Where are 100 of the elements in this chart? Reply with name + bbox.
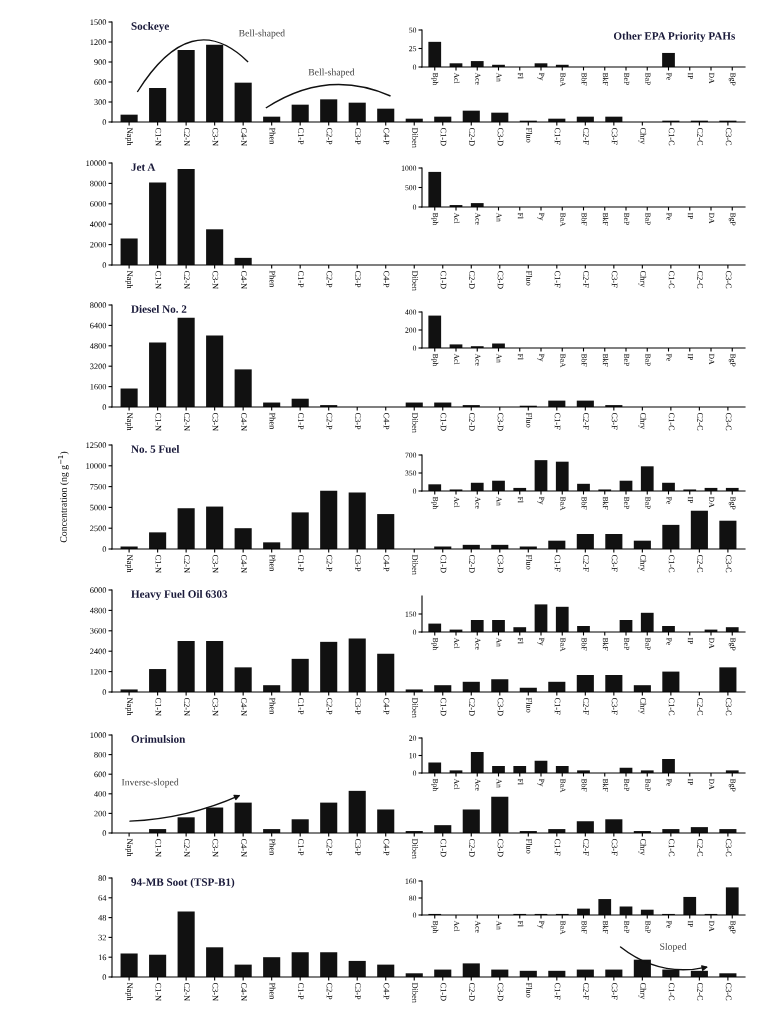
x-tick-label: C3-P: [355, 838, 361, 856]
x-tick-label: C1-F: [554, 270, 561, 288]
y-tick-label: 0: [102, 262, 107, 268]
y-tick-label: 600: [94, 79, 107, 85]
x-tick-label: Naph: [125, 554, 133, 573]
y-tick-label: 8000: [90, 302, 107, 308]
x-tick-label: C3-N: [212, 982, 219, 1001]
x-tick-label: Naph: [125, 838, 133, 857]
x-tick-label: Fluo: [526, 838, 533, 854]
x-tick-label: C3-F: [611, 554, 618, 572]
x-tick-label: C1-D: [440, 270, 447, 289]
x-tick-label: C2-C: [697, 697, 703, 716]
x-tick-label: C4-N: [241, 127, 247, 146]
chart-title: Jet A: [131, 163, 156, 171]
x-tick-label: C2-P: [326, 982, 333, 1000]
y-tick-label: 6000: [90, 587, 107, 593]
x-tick-label: C3-P: [355, 270, 361, 288]
y-tick-label: 600: [94, 771, 107, 778]
x-tick-label: C2-C: [697, 127, 703, 146]
x-tick-label: C2-D: [469, 270, 475, 289]
x-tick-label: C2-D: [469, 554, 475, 573]
x-tick-label: C2-N: [184, 270, 190, 289]
x-tick-label: Chry: [638, 554, 647, 572]
x-tick-label: C1-P: [298, 412, 304, 430]
y-tick-label: 0: [102, 689, 107, 695]
y-tick-label: 3600: [90, 628, 107, 634]
x-tick-label: C2-D: [469, 838, 475, 857]
y-tick-label: 8000: [90, 180, 107, 187]
x-tick-label: C1-P: [298, 838, 304, 856]
x-tick-label: Phen: [269, 838, 276, 856]
x-tick-label: C2-D: [469, 697, 475, 716]
x-tick-label: C2-D: [469, 412, 475, 431]
x-tick-label: C4-N: [241, 982, 247, 1001]
x-tick-label: C2-C: [697, 412, 703, 431]
x-tick-label: C3-P: [355, 412, 361, 430]
x-tick-label: Naph: [125, 982, 133, 1001]
x-tick-label: Chry: [638, 127, 647, 145]
y-tick-label: 2400: [90, 648, 107, 655]
x-tick-label: C2-P: [326, 554, 333, 572]
x-tick-label: C3-N: [212, 838, 219, 857]
chart-title: 94-MB Soot (TSP-B1): [131, 878, 235, 889]
x-tick-label: C3-N: [212, 127, 219, 146]
x-tick-label: C2-P: [326, 270, 333, 288]
y-tick-label: 1200: [90, 39, 107, 45]
x-tick-label: C4-P: [383, 982, 390, 1000]
x-tick-label: Phen: [269, 554, 276, 572]
annotation: Inverse-sloped: [121, 778, 179, 788]
x-tick-label: C1-D: [440, 554, 447, 573]
x-tick-label: C3-D: [497, 838, 504, 857]
x-tick-label: C1-C: [668, 697, 675, 716]
x-tick-label: C4-P: [383, 697, 390, 715]
annotation: Bell-shaped: [308, 68, 355, 78]
x-tick-label: C1-D: [440, 412, 447, 431]
x-tick-label: C1-N: [155, 554, 162, 573]
x-tick-label: C2-F: [583, 554, 589, 572]
y-tick-label: 5000: [90, 504, 107, 511]
y-tick-label: 1600: [90, 383, 107, 390]
y-tick-label: 48: [98, 914, 107, 921]
y-tick-label: 0: [102, 830, 107, 836]
x-tick-label: Naph: [125, 127, 133, 146]
y-tick-label: 900: [94, 59, 107, 65]
y-tick-label: 0: [102, 404, 107, 410]
y-tick-label: 4800: [89, 607, 107, 614]
y-tick-label: 6400: [90, 322, 107, 329]
x-tick-label: C2-N: [184, 697, 190, 716]
y-tick-label: 6000: [90, 201, 107, 207]
x-tick-label: C3-F: [611, 838, 618, 856]
y-tick-label: 1000: [90, 732, 107, 738]
y-tick-label: 1500: [90, 19, 107, 25]
x-tick-label: Diben: [412, 697, 419, 718]
x-tick-label: C3-C: [725, 412, 732, 431]
x-tick-label: Chry: [638, 412, 647, 430]
x-tick-label: C3-N: [212, 270, 219, 289]
x-tick-label: C2-N: [184, 554, 190, 573]
x-tick-label: C1-P: [298, 554, 304, 572]
x-tick-label: C3-P: [355, 697, 361, 715]
y-axis-title: Concentration (ng g$^{−1}$): [58, 451, 69, 543]
x-tick-label: C1-C: [668, 982, 675, 1001]
x-tick-label: C2-N: [184, 982, 190, 1001]
x-tick-label: C3-D: [497, 554, 504, 573]
x-tick-label: C3-P: [355, 127, 361, 145]
x-tick-label: C4-N: [241, 697, 247, 716]
x-tick-label: Phen: [269, 697, 276, 715]
x-tick-label: Fluo: [526, 982, 533, 998]
x-tick-label: C4-P: [383, 412, 390, 430]
x-tick-label: C2-N: [184, 412, 190, 431]
y-tick-label: 7500: [90, 483, 107, 490]
annotation: Bell-shaped: [238, 29, 285, 39]
x-tick-label: C3-D: [497, 127, 504, 146]
x-tick-label: C2-F: [583, 838, 589, 856]
y-tick-label: 2000: [90, 241, 107, 248]
x-tick-label: C1-D: [440, 697, 447, 716]
x-tick-label: C2-C: [697, 270, 703, 289]
x-tick-label: C1-P: [298, 127, 304, 145]
x-tick-label: Phen: [269, 412, 276, 430]
x-tick-label: Diben: [412, 412, 419, 433]
x-tick-label: C3-C: [725, 982, 732, 1001]
x-tick-label: C2-P: [326, 838, 333, 856]
x-tick-label: C2-C: [697, 982, 703, 1001]
x-tick-label: C3-F: [611, 270, 618, 288]
